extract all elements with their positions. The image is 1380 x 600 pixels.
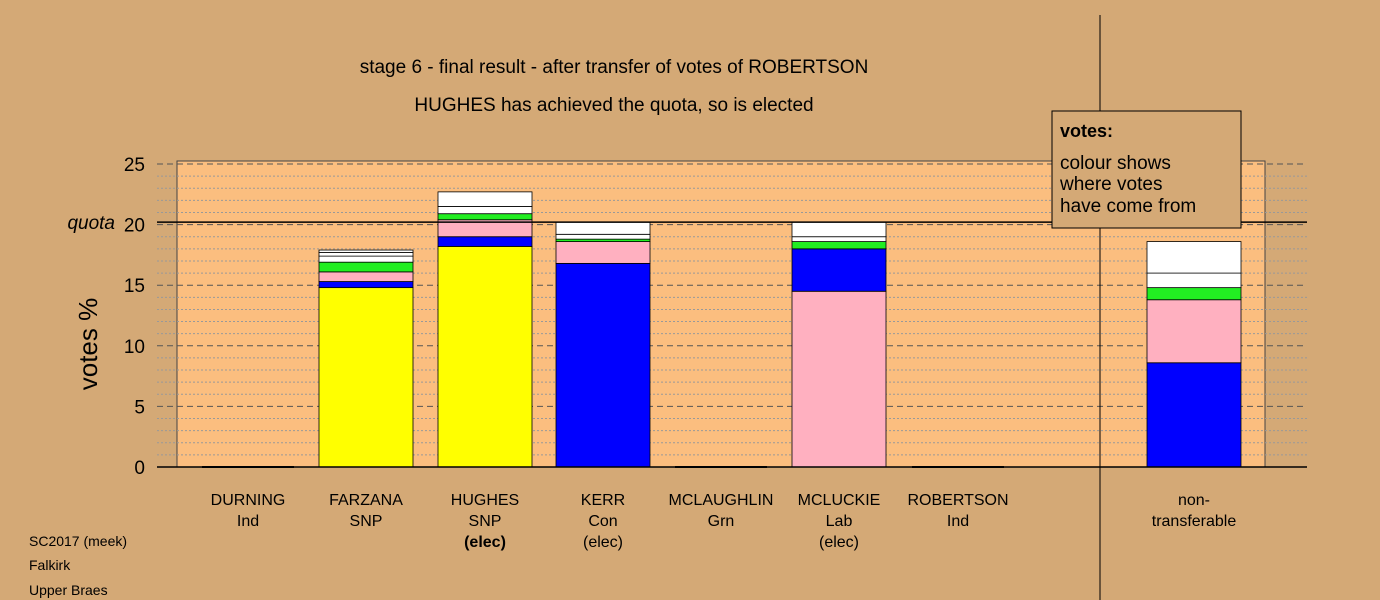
bar-segment-1-6 xyxy=(318,249,414,253)
bar-segment-2-1 xyxy=(437,236,533,247)
bar-segment-1-5 xyxy=(318,252,414,257)
legend-box xyxy=(1051,110,1242,229)
bar-segment-1-0 xyxy=(318,287,414,468)
bar-segment-7-4 xyxy=(1146,241,1242,274)
legend-line-2: where votes xyxy=(1059,174,1162,195)
chart-subtitle: HUGHES has achieved the quota, so is ele… xyxy=(414,95,813,116)
category-name: MCLAUGHLIN xyxy=(669,492,774,509)
bar-segment-3-1 xyxy=(555,241,651,264)
bar-segment-1-4 xyxy=(318,255,414,263)
y-tick-label: 15 xyxy=(124,276,145,297)
y-tick-label: 5 xyxy=(134,397,145,418)
category-name: FARZANA xyxy=(329,492,403,509)
category-name: HUGHES xyxy=(451,492,519,509)
category-party: Grn xyxy=(708,513,735,530)
bar-segment-7-3 xyxy=(1146,272,1242,289)
legend-line-1: colour shows xyxy=(1060,153,1171,174)
category-name: DURNING xyxy=(211,492,286,509)
bar-segment-5-4 xyxy=(791,221,887,238)
category-party: transferable xyxy=(1152,513,1237,530)
category-name: ROBERTSON xyxy=(907,492,1008,509)
bar-segment-3-0 xyxy=(555,262,651,468)
bar-segment-3-4 xyxy=(555,221,651,235)
bar-segment-1-2 xyxy=(318,271,414,282)
category-status: (elec) xyxy=(583,534,623,551)
bar-segment-1-1 xyxy=(318,281,414,289)
category-party: Ind xyxy=(237,513,259,530)
bar-segment-2-0 xyxy=(437,246,533,468)
bars xyxy=(202,191,1242,468)
legend-title: votes: xyxy=(1060,121,1113,141)
category-name: non- xyxy=(1178,492,1210,509)
category-party: Con xyxy=(588,513,617,530)
category-name: KERR xyxy=(581,492,625,509)
category-party: Lab xyxy=(826,513,853,530)
bar-segment-3-3 xyxy=(555,233,651,240)
labels: 0 5 10 15 20 25 quota DURNING Ind FARZANA SNP HUGHE… xyxy=(67,155,1236,551)
footer-source: SC2017 (meek) xyxy=(29,533,127,549)
bar-segment-5-0 xyxy=(791,290,887,468)
y-tick-label: 25 xyxy=(124,155,145,176)
bar-segment-2-3 xyxy=(437,213,533,221)
category-party: SNP xyxy=(469,513,502,530)
footer-ward: Upper Braes xyxy=(29,582,108,598)
y-tick-label: 10 xyxy=(124,337,145,358)
bar-segment-7-2 xyxy=(1146,287,1242,301)
y-tick-label: 20 xyxy=(124,216,145,237)
legend-line-3: have come from xyxy=(1060,196,1196,217)
category-party: SNP xyxy=(350,513,383,530)
bar-segment-2-4 xyxy=(437,206,533,215)
bar-segment-5-3 xyxy=(791,236,887,242)
bar-segment-7-0 xyxy=(1146,362,1242,468)
category-name: MCLUCKIE xyxy=(798,492,881,509)
category-party: Ind xyxy=(947,513,969,530)
footer-council: Falkirk xyxy=(29,557,71,573)
bar-segment-1-3 xyxy=(318,261,414,273)
bar-segment-7-1 xyxy=(1146,299,1242,364)
bar-segment-2-5 xyxy=(437,191,533,207)
category-status: (elec) xyxy=(464,534,506,551)
category-status: (elec) xyxy=(819,534,859,551)
legend: votes: colour shows where votes have com… xyxy=(1051,110,1242,229)
chart-title: stage 6 - final result - after transfer … xyxy=(360,57,869,78)
y-axis-label: votes % xyxy=(73,298,103,391)
bar-segment-5-2 xyxy=(791,241,887,250)
y-tick-label: 0 xyxy=(134,458,145,479)
quota-label: quota xyxy=(67,213,115,234)
bar-segment-5-1 xyxy=(791,248,887,292)
